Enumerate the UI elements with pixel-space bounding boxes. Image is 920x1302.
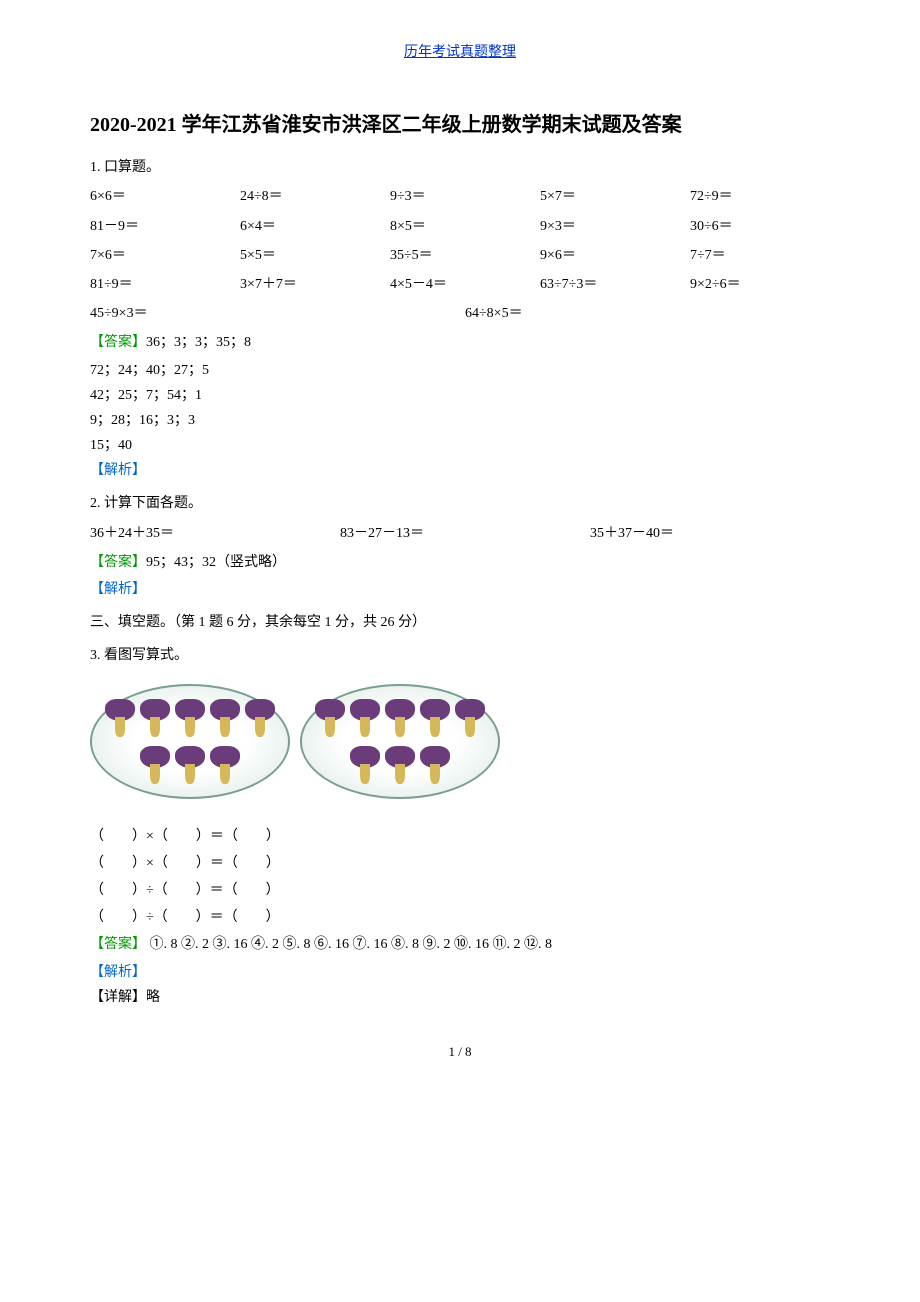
answer-item: ⑤. 8: [279, 937, 311, 952]
mushroom-icon: [244, 699, 276, 737]
calc-item: 30÷6＝: [690, 214, 830, 239]
calc-item: 35÷5＝: [390, 243, 530, 268]
plate-right: [300, 684, 500, 799]
answer-label: 【答案】: [90, 937, 146, 952]
q1-row5: 45÷9×3＝ 64÷8×5＝: [90, 301, 830, 326]
answer-label: 【答案】: [90, 335, 146, 350]
mushroom-icon: [419, 699, 451, 737]
q1-answer-line: 42；25；7；54；1: [90, 383, 830, 408]
q1-answer: 【答案】36；3；3；35；8: [90, 330, 830, 355]
calc-item: 7÷7＝: [690, 243, 830, 268]
mushroom-icon: [384, 746, 416, 784]
q1-row4: 81÷9＝ 3×7＋7＝ 4×5－4＝ 63÷7÷3＝ 9×2÷6＝: [90, 272, 830, 297]
calc-item: 4×5－4＝: [390, 272, 530, 297]
calc-item: 9÷3＝: [390, 184, 530, 209]
mushroom-icon: [419, 746, 451, 784]
mushroom-icon: [209, 699, 241, 737]
q2-label: 2. 计算下面各题。: [90, 491, 830, 516]
calc-item: 83－27－13＝: [340, 521, 580, 546]
detail-text: 略: [146, 990, 160, 1005]
calc-item: 45÷9×3＝: [90, 301, 455, 326]
calc-item: 9×6＝: [540, 243, 680, 268]
q1-row2: 81－9＝ 6×4＝ 8×5＝ 9×3＝ 30÷6＝: [90, 214, 830, 239]
calc-item: 36＋24＋35＝: [90, 521, 330, 546]
q1-row3: 7×6＝ 5×5＝ 35÷5＝ 9×6＝ 7÷7＝: [90, 243, 830, 268]
calc-item: 63÷7÷3＝: [540, 272, 680, 297]
mushroom-figure: [90, 684, 830, 799]
calc-item: 3×7＋7＝: [240, 272, 380, 297]
calc-item: 9×2÷6＝: [690, 272, 830, 297]
q1-answer-line: 9；28；16；3；3: [90, 408, 830, 433]
mushroom-icon: [174, 699, 206, 737]
mushroom-icon: [349, 746, 381, 784]
calc-item: 24÷8＝: [240, 184, 380, 209]
answer-item: ⑦. 16: [349, 937, 388, 952]
answer-item: ⑪. 2: [489, 937, 521, 952]
calc-item: 5×7＝: [540, 184, 680, 209]
q3-analysis-label: 【解析】: [90, 960, 830, 985]
answer-text: 95；43；32（竖式略）: [146, 555, 286, 570]
page-header-link: 历年考试真题整理: [90, 40, 830, 65]
answer-item: ②. 2: [178, 937, 210, 952]
mushroom-icon: [314, 699, 346, 737]
mushroom-icon: [384, 699, 416, 737]
equation-row: （ ）×（ ）＝（ ）: [90, 851, 830, 876]
equation-row: （ ）÷（ ）＝（ ）: [90, 905, 830, 930]
q1-analysis-label: 【解析】: [90, 458, 830, 483]
equation-row: （ ）×（ ）＝（ ）: [90, 824, 830, 849]
mushroom-icon: [174, 746, 206, 784]
calc-item: 72÷9＝: [690, 184, 830, 209]
q3-answer: 【答案】 ①. 8 ②. 2 ③. 16 ④. 2 ⑤. 8 ⑥. 16 ⑦. …: [90, 932, 830, 957]
q1-label: 1. 口算题。: [90, 155, 830, 180]
calc-item: 5×5＝: [240, 243, 380, 268]
answer-item: ⑥. 16: [311, 937, 350, 952]
mushroom-icon: [139, 746, 171, 784]
section3-heading: 三、填空题。（第 1 题 6 分，其余每空 1 分，共 26 分）: [90, 610, 830, 635]
answer-item: ⑫. 8: [521, 937, 553, 952]
mushroom-icon: [209, 746, 241, 784]
mushroom-icon: [139, 699, 171, 737]
answer-item: ④. 2: [248, 937, 280, 952]
detail-label: 【详解】: [90, 990, 146, 1005]
answer-item: ③. 16: [209, 937, 248, 952]
q2-analysis-label: 【解析】: [90, 577, 830, 602]
calc-item: 6×4＝: [240, 214, 380, 239]
calc-item: 64÷8×5＝: [465, 301, 830, 326]
calc-item: 6×6＝: [90, 184, 230, 209]
equation-row: （ ）÷（ ）＝（ ）: [90, 878, 830, 903]
answer-item: ⑨. 2: [419, 937, 451, 952]
calc-item: 9×3＝: [540, 214, 680, 239]
page-title: 2020-2021 学年江苏省淮安市洪泽区二年级上册数学期末试题及答案: [90, 105, 830, 145]
q1-answer-line: 15；40: [90, 433, 830, 458]
q2-answer: 【答案】95；43；32（竖式略）: [90, 550, 830, 575]
answer-text: 36；3；3；35；8: [146, 335, 251, 350]
calc-item: 35＋37－40＝: [590, 521, 830, 546]
plate-left: [90, 684, 290, 799]
page-number: 1 / 8: [90, 1040, 830, 1063]
mushroom-icon: [349, 699, 381, 737]
q1-row1: 6×6＝ 24÷8＝ 9÷3＝ 5×7＝ 72÷9＝: [90, 184, 830, 209]
mushroom-icon: [104, 699, 136, 737]
answer-item: ①. 8: [150, 937, 178, 952]
q1-answer-line: 72；24；40；27；5: [90, 358, 830, 383]
answer-item: ⑩. 16: [451, 937, 490, 952]
mushroom-icon: [454, 699, 486, 737]
answer-item: ⑧. 8: [388, 937, 420, 952]
calc-item: 8×5＝: [390, 214, 530, 239]
calc-item: 81－9＝: [90, 214, 230, 239]
calc-item: 7×6＝: [90, 243, 230, 268]
calc-item: 81÷9＝: [90, 272, 230, 297]
q3-label: 3. 看图写算式。: [90, 643, 830, 668]
answer-label: 【答案】: [90, 555, 146, 570]
q3-detail: 【详解】略: [90, 985, 830, 1010]
q2-items: 36＋24＋35＝ 83－27－13＝ 35＋37－40＝: [90, 521, 830, 546]
